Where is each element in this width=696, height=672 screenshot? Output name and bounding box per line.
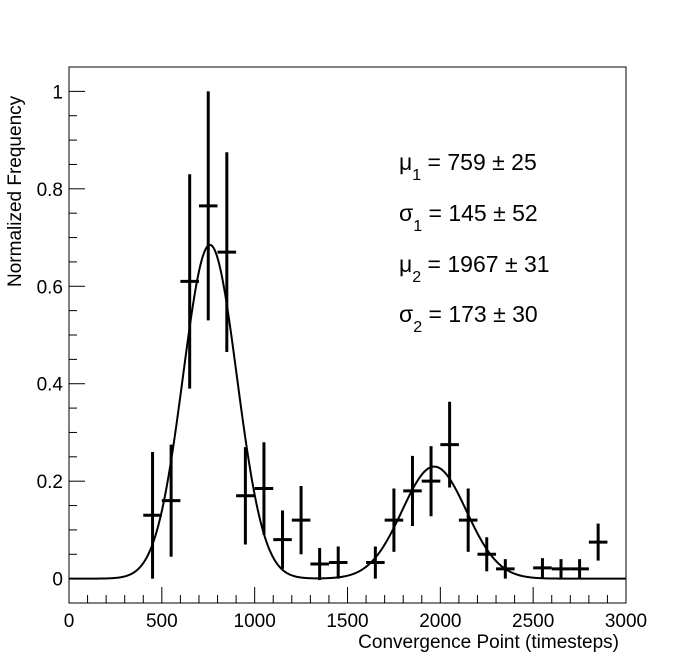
data-point [273,510,292,569]
data-point [310,547,329,581]
y-axis-label: Normalized Frequency [5,95,26,287]
data-point [143,451,162,579]
data-point [570,559,589,579]
data-point [403,455,422,527]
data-point [161,444,181,557]
data-point [180,174,199,389]
data-point [384,488,404,552]
x-axis-label: Convergence Point (timesteps) [358,632,619,653]
data-point [588,523,608,561]
data-point [458,488,478,552]
data-point [291,486,311,555]
data-points [143,91,608,581]
data-point [551,559,571,579]
x-axis: 0 500 1000 1500 2000 2500 3000 [64,587,647,632]
fit-parameter-label: μ1 = 759 ± 25 [399,149,537,184]
y-axis: 0 0.2 0.4 0.6 0.8 1 [37,66,85,604]
data-point [198,91,218,321]
data-point [421,446,441,517]
x-tick-label: 1000 [234,611,276,632]
x-tick-label: 0 [64,611,75,632]
x-tick-label: 3000 [605,611,647,632]
data-point [328,546,348,579]
x-tick-label: 2000 [419,611,461,632]
fit-annotations: μ1 = 759 ± 25 σ1 = 145 ± 52 μ2 = 1967 ± 31… [399,149,550,336]
data-point [533,558,552,578]
y-tick-label: 0 [52,570,63,591]
x-tick-label: 2500 [512,611,554,632]
data-point [236,447,255,545]
x-tick-label: 1500 [326,611,368,632]
y-tick-label: 1 [52,82,63,103]
data-point [496,559,515,579]
data-point [366,546,385,579]
fit-parameter-label: μ2 = 1967 ± 31 [399,251,550,286]
data-point [477,537,497,572]
y-tick-label: 0.8 [37,180,63,201]
data-point [440,401,459,488]
y-tick-label: 0.2 [37,472,63,493]
data-point [254,442,274,535]
data-point [217,152,237,353]
y-tick-label: 0.4 [37,375,64,396]
fit-curve [69,243,626,580]
fit-parameter-label: σ1 = 145 ± 52 [399,200,538,235]
fit-parameter-label: σ2 = 173 ± 30 [399,301,538,336]
y-tick-label: 0.6 [37,277,63,298]
x-tick-label: 500 [146,611,178,632]
